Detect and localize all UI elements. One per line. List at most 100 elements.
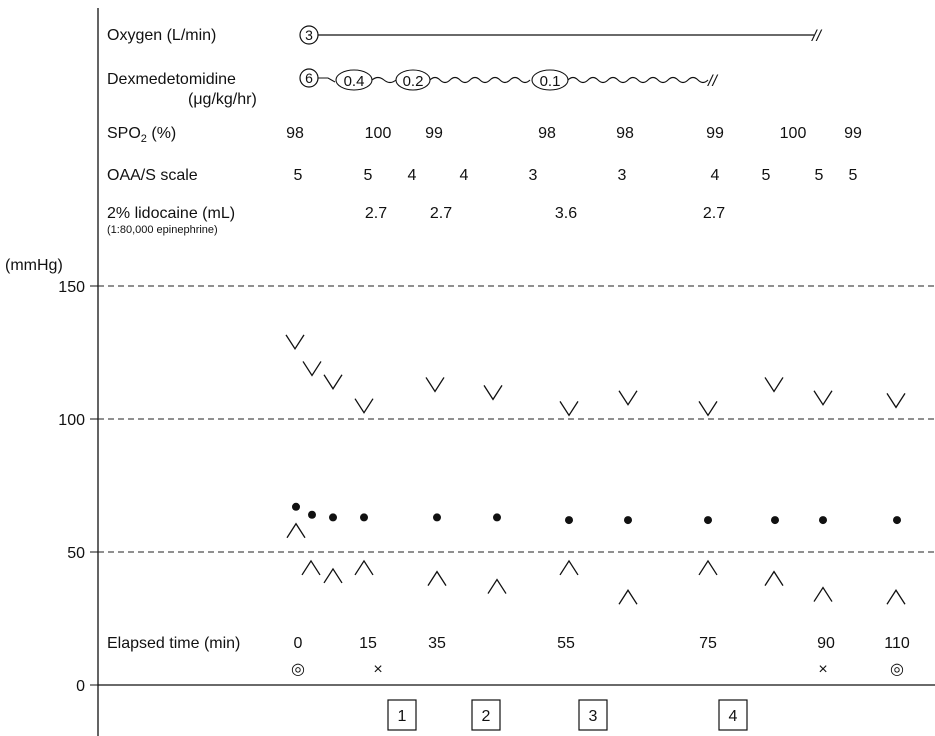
y-unit-label: (mmHg): [5, 257, 63, 274]
oaas-value: 5: [815, 167, 824, 184]
diastolic-mark: [354, 559, 374, 576]
spo2-value: 98: [616, 125, 634, 142]
gridlines: [98, 285, 935, 553]
diastolic-series: [286, 522, 906, 605]
spo2-values: 98 100 99 98 98 99 100 99: [286, 125, 862, 142]
boxed-marker-frame: [578, 699, 608, 731]
systolic-mark: [886, 393, 906, 409]
y-tick-label: 150: [58, 279, 85, 296]
lidocaine-value: 2.7: [365, 205, 387, 222]
elapsed-tick-label: 110: [884, 635, 910, 652]
spo2-label-suffix: (%): [147, 125, 176, 142]
elapsed-tick-label: 55: [557, 635, 575, 652]
mean-mark: [493, 513, 501, 522]
mean-mark: [704, 516, 712, 525]
oaas-value: 5: [762, 167, 771, 184]
dexmedetomidine-unit: (μg/kg/hr): [188, 91, 257, 108]
dex-wave-3: [429, 76, 531, 84]
event-marks: ◎ × × ◎: [291, 661, 904, 678]
dex-rate-value: 0.2: [403, 73, 424, 90]
event-mark: ×: [818, 661, 827, 678]
y-tick-label: 50: [67, 545, 85, 562]
oaas-label: OAA/S scale: [107, 167, 198, 184]
oaas-values: 5 5 4 4 3 3 4 5 5 5: [294, 167, 858, 184]
mean-mark: [292, 502, 300, 511]
spo2-label-subscript: 2: [141, 133, 147, 145]
systolic-mark: [698, 401, 718, 417]
dex-rate-value: 0.4: [344, 73, 365, 90]
mean-mark: [360, 513, 368, 522]
y-tick-label: 100: [58, 412, 85, 429]
systolic-mark: [559, 401, 579, 417]
boxed-marker-label: 4: [729, 708, 738, 725]
lidocaine-value: 2.7: [430, 205, 452, 222]
systolic-mark: [764, 377, 784, 393]
spo2-value: 98: [538, 125, 556, 142]
mean-mark: [624, 516, 632, 525]
lidocaine-values: 2.7 2.7 3.6 2.7: [365, 205, 725, 222]
oaas-value: 3: [529, 167, 538, 184]
mean-mark: [771, 516, 779, 525]
mean-series: [292, 502, 901, 525]
spo2-value: 99: [706, 125, 724, 142]
lidocaine-value: 2.7: [703, 205, 725, 222]
boxed-marker-label: 1: [398, 708, 407, 725]
elapsed-tick-label: 75: [699, 635, 717, 652]
boxed-marker-label: 2: [482, 708, 491, 725]
systolic-mark: [483, 385, 503, 401]
diastolic-mark: [886, 589, 906, 605]
dex-loading-value: 6: [305, 70, 313, 86]
diastolic-mark: [559, 559, 579, 576]
systolic-mark: [354, 398, 374, 414]
oaas-value: 4: [460, 167, 469, 184]
spo2-label-main: SPO: [107, 125, 141, 142]
systolic-mark: [813, 390, 833, 406]
oaas-value: 4: [408, 167, 417, 184]
dex-rate-value: 0.1: [540, 73, 561, 90]
dex-wave-1: [318, 77, 336, 83]
spo2-value: 99: [425, 125, 443, 142]
boxed-marker-frame: [387, 699, 417, 731]
mean-mark: [893, 516, 901, 525]
systolic-mark: [323, 374, 343, 390]
systolic-mark: [302, 361, 322, 377]
dexmedetomidine-label: Dexmedetomidine: [107, 71, 236, 88]
oaas-value: 5: [294, 167, 303, 184]
oaas-value: 3: [618, 167, 627, 184]
oaas-value: 5: [849, 167, 858, 184]
dex-wave-4: [567, 76, 709, 84]
dex-wave-2: [371, 76, 397, 84]
spo2-label: SPO2 (%): [107, 125, 176, 145]
diastolic-mark: [764, 570, 784, 586]
elapsed-tick-label: 90: [817, 635, 835, 652]
diastolic-mark: [618, 589, 638, 605]
event-mark: ×: [373, 661, 382, 678]
mean-mark: [329, 513, 337, 522]
elapsed-time-label: Elapsed time (min): [107, 635, 240, 652]
elapsed-tick-label: 0: [294, 635, 303, 652]
diastolic-mark: [301, 559, 321, 576]
oaas-value: 5: [364, 167, 373, 184]
dex-break-mark: //: [707, 73, 718, 90]
lidocaine-sublabel: (1:80,000 epinephrine): [107, 224, 218, 236]
mean-mark: [433, 513, 441, 522]
boxed-marker-label: 3: [589, 708, 598, 725]
y-ticks: 150 100 50 0: [58, 279, 98, 695]
lidocaine-label: 2% lidocaine (mL): [107, 205, 235, 222]
systolic-mark: [618, 390, 638, 406]
boxed-marker-frame: [471, 699, 501, 731]
systolic-mark: [425, 377, 445, 393]
systolic-mark: [285, 334, 305, 351]
diastolic-mark: [427, 570, 447, 586]
spo2-value: 98: [286, 125, 304, 142]
oxygen-value: 3: [305, 27, 313, 43]
elapsed-tick-label: 15: [359, 635, 377, 652]
systolic-series: [285, 334, 906, 417]
elapsed-ticks: 0 15 35 55 75 90 110: [294, 635, 910, 652]
diastolic-mark: [323, 567, 343, 584]
lidocaine-value: 3.6: [555, 205, 577, 222]
diastolic-mark: [698, 559, 718, 576]
oxygen-label: Oxygen (L/min): [107, 27, 216, 44]
mean-mark: [308, 510, 316, 519]
